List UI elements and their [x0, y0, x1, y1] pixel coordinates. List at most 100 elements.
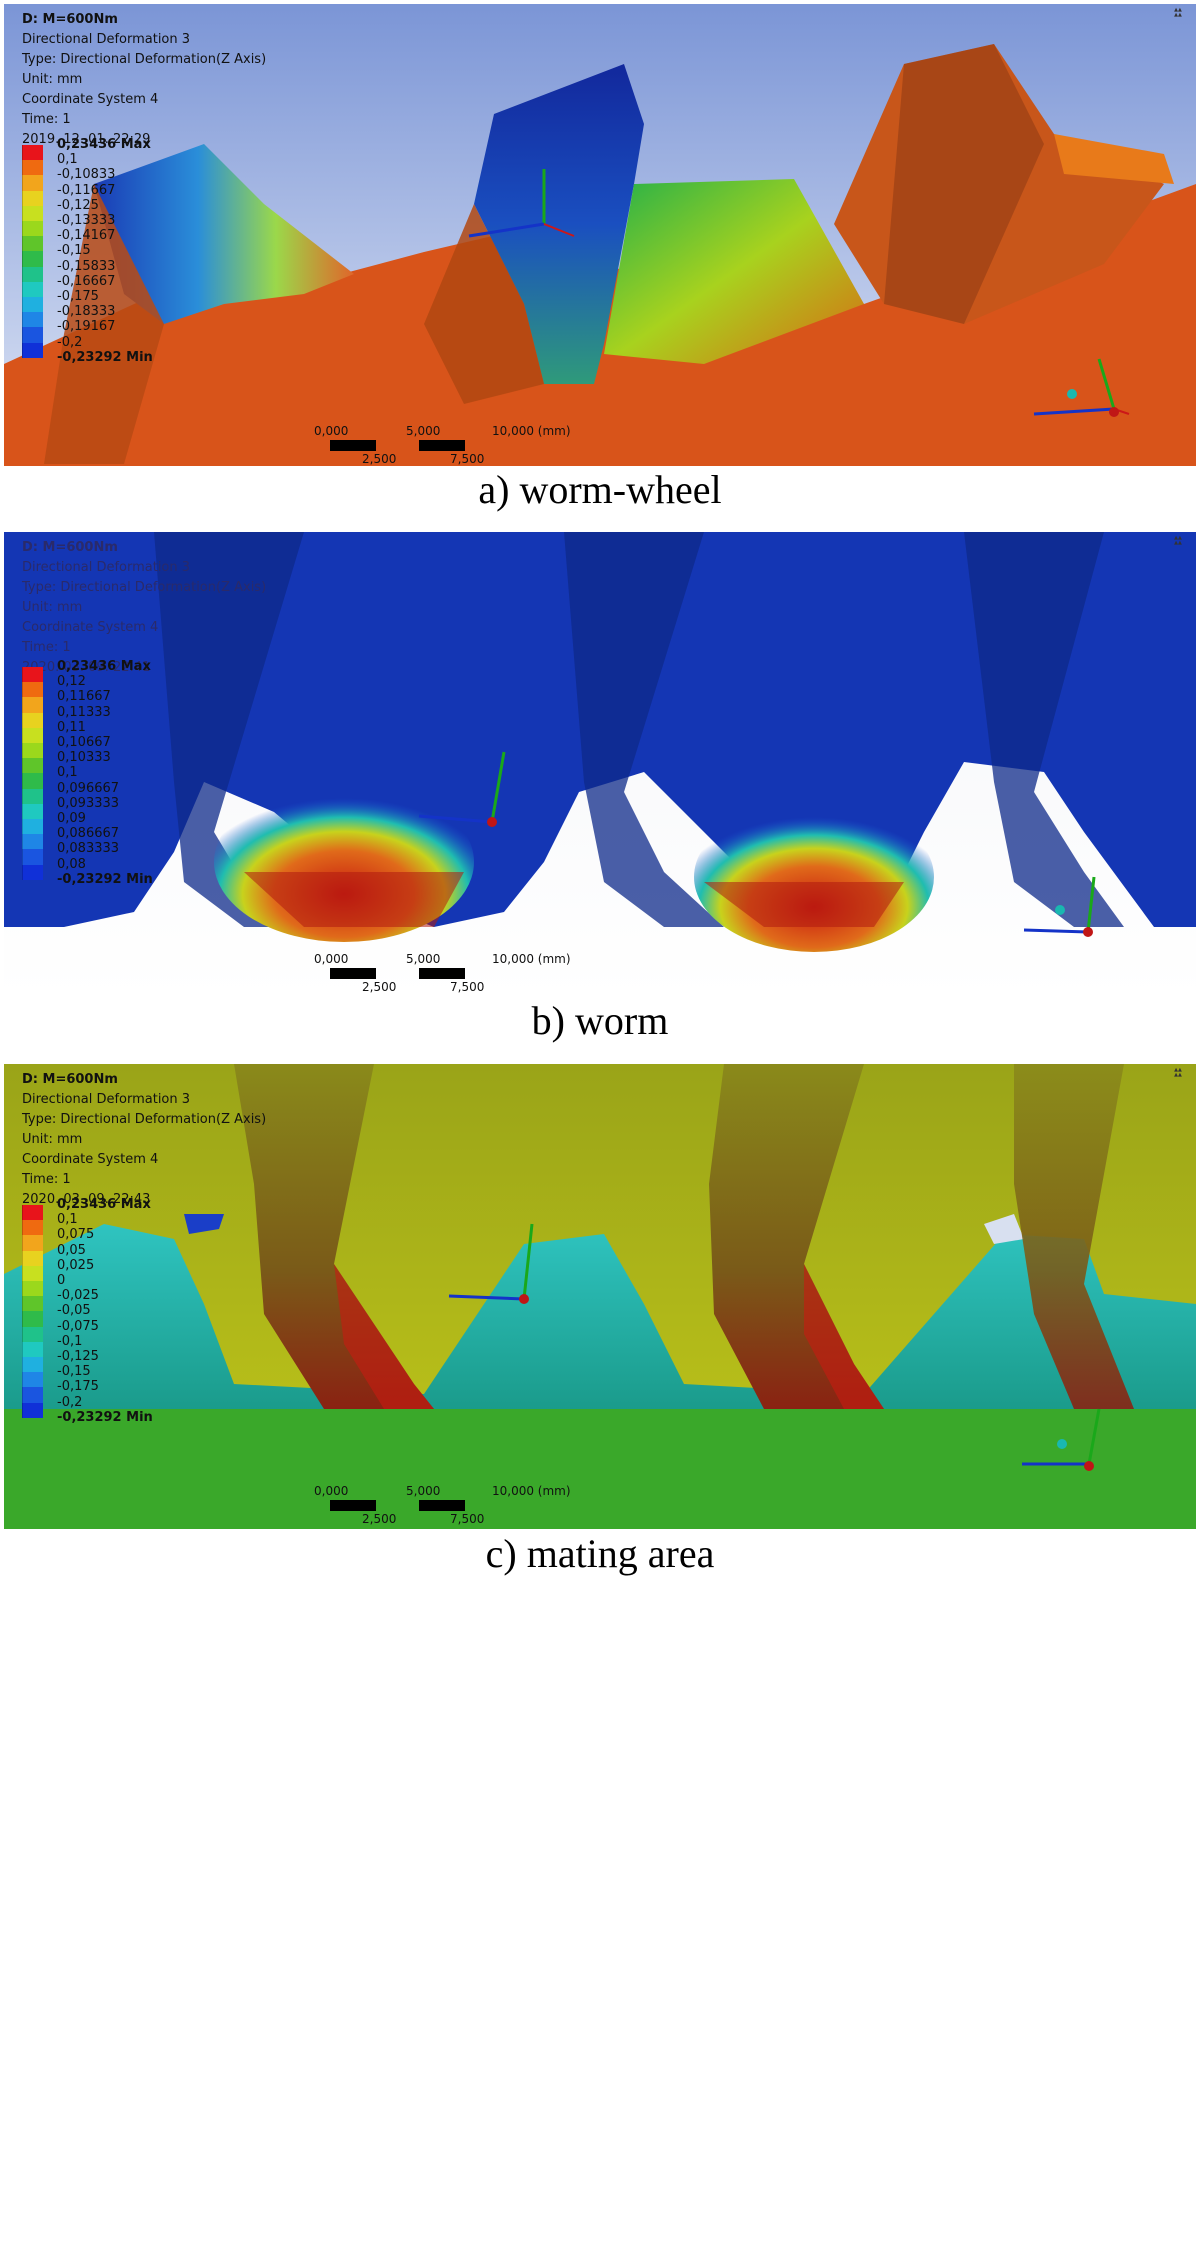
axis-triad-center	[448, 1223, 534, 1304]
info-line: D: M=600Nm	[22, 1072, 118, 1087]
scale-label: 0,000	[314, 952, 349, 966]
legend-swatch	[22, 1311, 43, 1327]
info-line: Time: 1	[22, 112, 71, 127]
legend-swatch	[22, 312, 43, 328]
scale-label: 0,000	[314, 424, 349, 438]
info-line: Time: 1	[22, 640, 71, 655]
scale-bar: 0,000 5,000 10,000 (mm) 2,500 7,500	[314, 952, 614, 994]
legend-label: 0,083333	[57, 841, 120, 857]
axis-triad-center	[468, 169, 575, 238]
legend-label: 0,1	[57, 152, 78, 168]
panel-mating-area: ▲▲ ▲▲ D: M=600Nm Directional Deformation …	[4, 1064, 1196, 1529]
legend-swatch	[22, 1296, 43, 1312]
legend-label: -0,175	[57, 289, 99, 304]
legend-label: -0,15	[57, 243, 91, 259]
legend-label: 0,075	[57, 1227, 95, 1243]
info-line: Directional Deformation 3	[22, 32, 191, 47]
mating-area-model	[4, 1064, 1196, 1529]
scale-label: 10,000 (mm)	[492, 1484, 571, 1498]
legend-label: -0,14167	[57, 228, 116, 244]
scale-label: 2,500	[362, 1512, 397, 1526]
scale-label: 2,500	[362, 980, 397, 994]
legend-label: 0,025	[57, 1257, 95, 1273]
legend-swatch	[22, 1402, 43, 1418]
legend-label: -0,23292 Min	[57, 871, 153, 887]
result-info: D: M=600Nm Directional Deformation 3 Typ…	[22, 10, 266, 150]
info-line: 2020. 03. 09. 22:41	[22, 660, 151, 675]
info-line: Type: Directional Deformation(Z Axis)	[22, 1112, 267, 1127]
legend-swatch	[22, 712, 43, 728]
legend-label: 0,08	[57, 856, 86, 872]
legend-swatch	[22, 743, 43, 759]
legend-swatch	[22, 849, 43, 865]
legend-label: -0,15	[57, 1364, 91, 1380]
legend-swatch	[22, 327, 43, 343]
legend-swatch	[22, 773, 43, 789]
worm-model	[4, 532, 1196, 997]
legend-swatch	[22, 266, 43, 282]
legend-label: -0,18333	[57, 304, 116, 320]
scale-label: 7,500	[450, 1512, 485, 1526]
legend-label: 0,11333	[57, 704, 111, 720]
legend-label: -0,15833	[57, 258, 116, 274]
legend-label: 0,10333	[57, 750, 111, 766]
axis-triad-corner	[1023, 876, 1096, 937]
legend-label: 0,1	[57, 1212, 78, 1228]
result-info: D: M=600Nm Directional Deformation 3 Typ…	[22, 538, 266, 678]
legend-label: -0,075	[57, 1318, 99, 1334]
legend-swatch	[22, 788, 43, 804]
scale-label: 5,000	[406, 1484, 441, 1498]
info-line: 2020. 03. 09. 22:43	[22, 1192, 151, 1207]
scale-label: 10,000 (mm)	[492, 424, 571, 438]
caption-a: a) worm-wheel	[478, 467, 722, 512]
legend-swatch	[22, 667, 43, 683]
legend-label: 0,086667	[57, 826, 120, 842]
legend-label: 0,096667	[57, 780, 120, 796]
caption-b: b) worm	[531, 998, 669, 1043]
legend-swatch	[22, 1326, 43, 1342]
legend-label: -0,025	[57, 1288, 99, 1304]
scale-segment	[330, 968, 376, 979]
legend-label: -0,19167	[57, 319, 116, 335]
legend-swatch	[22, 864, 43, 880]
legend-label: 0,10667	[57, 735, 111, 750]
legend-label: -0,2	[57, 334, 83, 350]
scale-segment	[419, 440, 465, 451]
legend-label: -0,23292 Min	[57, 349, 153, 365]
legend-label: 0,11	[57, 719, 86, 735]
legend-swatch	[22, 697, 43, 713]
info-line: Type: Directional Deformation(Z Axis)	[22, 52, 267, 67]
info-line: Coordinate System 4	[22, 620, 159, 635]
panel-worm-wheel: ▲▲ ▲▲ D: M=600Nm Directional Deformation …	[4, 4, 1196, 466]
legend-swatch	[22, 251, 43, 267]
legend-swatch	[22, 1205, 43, 1221]
legend-swatch	[22, 342, 43, 358]
legend-swatch	[22, 834, 43, 850]
legend-swatch	[22, 1235, 43, 1251]
ansys-logo: ▲▲ ▲▲	[1174, 7, 1182, 18]
legend-label: 0	[57, 1273, 66, 1288]
legend-label: 0,23436 Max	[57, 137, 151, 152]
scale-label: 7,500	[450, 452, 485, 466]
scale-label: 5,000	[406, 424, 441, 438]
legend-label: 0,1	[57, 765, 78, 781]
info-line: Type: Directional Deformation(Z Axis)	[22, 580, 267, 595]
legend-label: 0,23436 Max	[57, 1197, 151, 1212]
legend-label: 0,23436 Max	[57, 659, 151, 674]
scale-segment	[419, 968, 465, 979]
legend-label: 0,09	[57, 811, 86, 826]
legend-swatch	[22, 1265, 43, 1281]
legend-swatch	[22, 145, 43, 161]
scale-label: 10,000 (mm)	[492, 952, 571, 966]
legend-label: 0,05	[57, 1242, 86, 1258]
legend-swatch	[22, 1372, 43, 1388]
scale-label: 2,500	[362, 452, 397, 466]
info-line: Unit: mm	[22, 1132, 83, 1147]
legend-swatch	[22, 236, 43, 252]
axis-triad-corner	[1033, 358, 1130, 417]
info-line: Unit: mm	[22, 72, 83, 87]
info-line: Coordinate System 4	[22, 92, 159, 107]
legend-swatch	[22, 727, 43, 743]
legend-swatch	[22, 160, 43, 176]
legend-swatch	[22, 803, 43, 819]
